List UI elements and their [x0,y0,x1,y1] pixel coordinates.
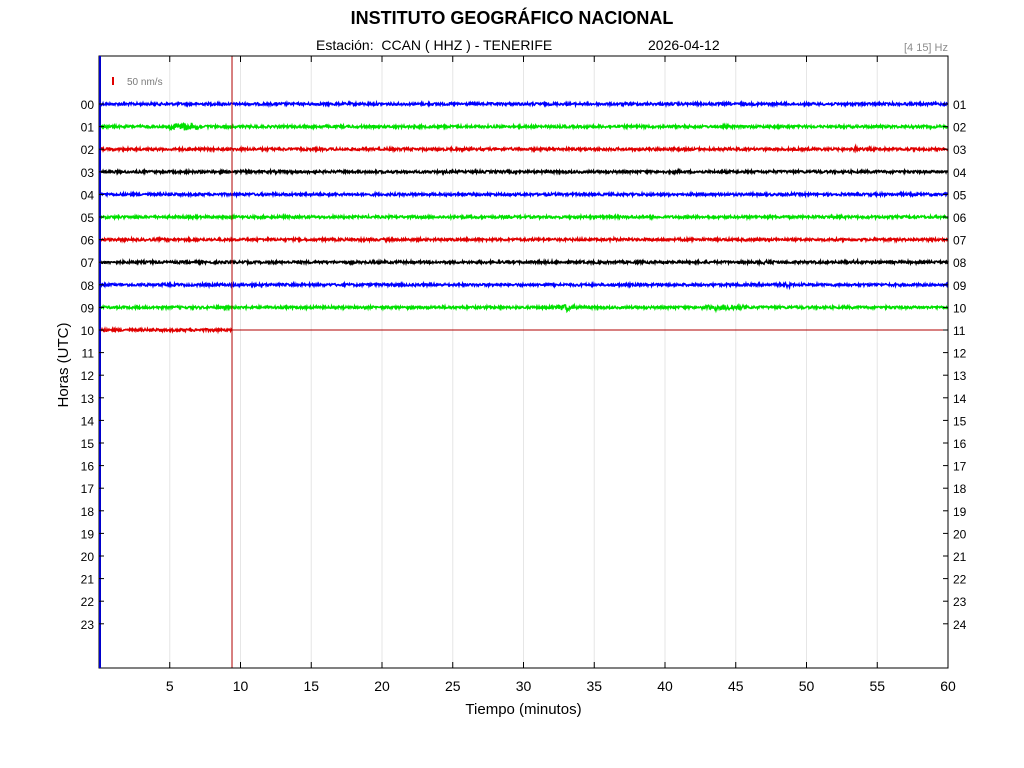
hour-label-left: 16 [81,460,95,474]
hour-label-right: 02 [953,121,967,135]
frequency-band-label: [4 15] Hz [903,42,948,54]
hour-label-left: 19 [81,527,95,541]
hour-label-left: 13 [81,392,95,406]
seismogram-trace-09 [99,302,949,314]
x-tick-label: 50 [799,678,815,694]
hour-label-right: 13 [953,369,967,383]
hour-label-left: 06 [81,234,95,248]
x-tick-label: 55 [869,678,885,694]
hour-label-right: 15 [953,414,967,428]
hour-label-left: 23 [81,618,95,632]
x-tick-label: 10 [233,678,249,694]
x-tick-label: 5 [166,678,174,694]
seismogram-trace-02 [99,143,949,154]
hour-label-right: 09 [953,279,967,293]
date-label: 2026-04-12 [648,37,720,53]
x-tick-label: 30 [516,678,532,694]
scale-label: 50 nm/s [127,77,163,88]
hour-label-right: 04 [953,166,967,180]
hour-label-right: 06 [953,211,967,225]
x-tick-label: 40 [657,678,673,694]
station-label: Estación: CCAN ( HHZ ) - TENERIFE [316,37,553,53]
hour-label-left: 18 [81,505,95,519]
seismogram-trace-08 [99,280,949,291]
hour-label-left: 00 [81,98,95,112]
hour-label-left: 03 [81,166,95,180]
seismogram-trace-06 [99,235,949,244]
grid-layer [169,56,878,668]
seismogram-trace-03 [99,167,949,176]
hour-label-right: 23 [953,595,967,609]
hour-label-right: 21 [953,550,967,564]
hour-label-right: 16 [953,437,967,451]
hour-label-right: 17 [953,460,967,474]
y-axis-label: Horas (UTC) [55,322,72,407]
hour-label-left: 02 [81,143,95,157]
hour-label-right: 03 [953,143,967,157]
seismogram-trace-04 [99,190,949,199]
hour-label-left: 21 [81,573,95,587]
seismogram-trace-10 [99,325,233,335]
hour-label-right: 01 [953,98,967,112]
hour-label-left: 12 [81,369,95,383]
frame-layer [98,55,949,669]
hour-label-right: 20 [953,527,967,541]
hour-label-right: 12 [953,347,967,361]
hour-label-right: 07 [953,234,967,248]
x-tick-label: 60 [940,678,956,694]
hour-label-right: 14 [953,392,967,406]
x-tick-label: 20 [374,678,390,694]
x-axis-label: Tiempo (minutos) [465,701,581,718]
hour-label-left: 09 [81,301,95,315]
hour-label-left: 17 [81,482,95,496]
x-tick-label: 25 [445,678,461,694]
x-tick-label: 15 [303,678,319,694]
hour-label-right: 19 [953,505,967,519]
hour-label-right: 10 [953,301,967,315]
label-layer: 5 10 15 20 25 30 35 40 45 50 55 60 00 01 02 03 04 05 06 07 0… [55,77,967,718]
hour-label-left: 07 [81,256,95,270]
hour-label-right: 18 [953,482,967,496]
hour-label-right: 05 [953,188,967,202]
hour-label-left: 04 [81,188,95,202]
hour-label-left: 05 [81,211,95,225]
x-tick-label: 35 [586,678,602,694]
hour-label-left: 11 [82,347,95,361]
hour-label-right: 22 [953,573,967,587]
x-tick-label: 45 [728,678,744,694]
hour-label-left: 10 [81,324,95,338]
hour-label-left: 15 [81,437,95,451]
seismogram-trace-01 [99,122,949,132]
hour-label-left: 22 [81,595,95,609]
seismogram-trace-00 [99,99,949,109]
hour-label-left: 20 [81,550,95,564]
hour-label-right: 24 [953,618,967,632]
chart-title: INSTITUTO GEOGRÁFICO NACIONAL [350,8,674,28]
seismogram-trace-05 [99,212,949,222]
hour-label-left: 01 [81,121,95,135]
hour-label-left: 14 [81,414,95,428]
hour-label-right: 08 [953,256,967,270]
seismogram-trace-07 [99,257,949,267]
hour-label-left: 08 [81,279,95,293]
hour-label-right: 11 [953,324,966,338]
trace-layer [99,99,949,335]
